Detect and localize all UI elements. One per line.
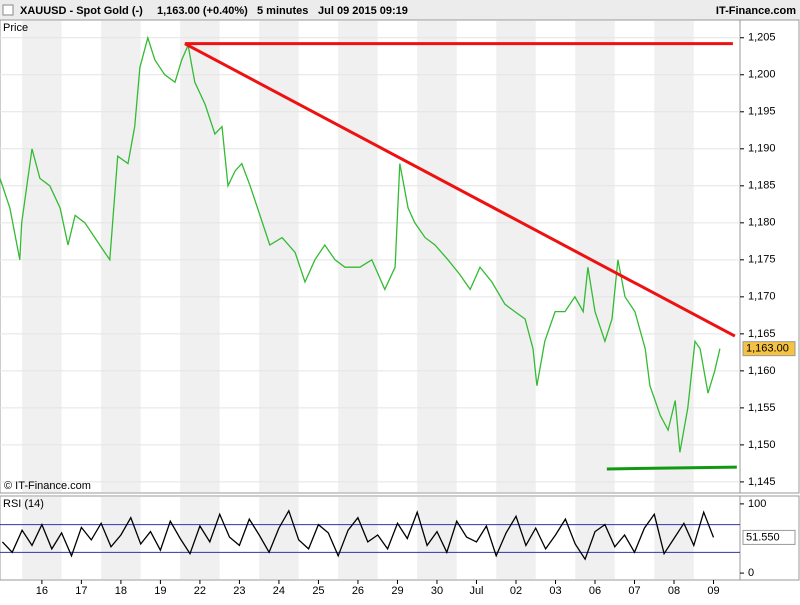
datetime: Jul 09 2015 09:19: [318, 5, 408, 17]
interval: 5 minutes: [257, 5, 308, 17]
brand: IT-Finance.com: [716, 5, 796, 17]
panel-title: Price: [3, 22, 28, 34]
y-tick-label: 1,165: [748, 328, 776, 340]
x-tick-label: 02: [510, 585, 522, 597]
header-bar: [0, 0, 800, 20]
x-tick-label: 17: [75, 585, 87, 597]
last-value-box: [742, 529, 796, 545]
day-stripe: [338, 497, 378, 579]
day-stripe: [575, 497, 615, 579]
x-tick-label: 06: [589, 585, 601, 597]
y-tick-label: 1,150: [748, 439, 776, 451]
day-stripe: [496, 497, 536, 579]
day-stripe: [338, 21, 378, 492]
y-tick-label: 1,175: [748, 254, 776, 266]
x-tick-label: 30: [431, 585, 443, 597]
y-tick-label: 1,155: [748, 402, 776, 414]
x-tick-label: 22: [194, 585, 206, 597]
y-tick-label: 1,200: [748, 69, 776, 81]
day-stripe: [417, 21, 457, 492]
y-tick-label: 0: [748, 567, 754, 579]
x-tick-label: 07: [628, 585, 640, 597]
x-tick-label: Jul: [469, 585, 483, 597]
trend-line: [184, 42, 736, 338]
x-tick-label: 19: [154, 585, 166, 597]
x-tick-label: 09: [707, 585, 719, 597]
day-stripe: [575, 21, 615, 492]
y-tick-label: 1,160: [748, 365, 776, 377]
x-tick-label: 29: [391, 585, 403, 597]
y-tick-label: 1,195: [748, 106, 776, 118]
last-value-label: 1,163.00: [746, 343, 789, 355]
plots: 1,145 1,150 1,155 1,160 1,165 1,170 1,175 1,180…: [0, 19, 800, 597]
y-tick-label: 1,185: [748, 180, 776, 192]
menu-icon[interactable]: [2, 4, 14, 16]
y-tick-label: 1,190: [748, 143, 776, 155]
day-stripe: [654, 21, 694, 492]
day-stripe: [259, 21, 299, 492]
last-value-label: 51.550: [746, 531, 780, 543]
last-value-box: [742, 341, 796, 357]
day-stripe: [22, 497, 62, 579]
y-tick-label: 1,170: [748, 291, 776, 303]
y-tick-label: 100: [748, 498, 766, 510]
y-tick-label: 1,145: [748, 476, 776, 488]
x-tick-label: 03: [549, 585, 561, 597]
trend-line: [606, 465, 737, 471]
x-tick-label: 26: [352, 585, 364, 597]
axis-area: [739, 19, 800, 494]
day-stripe: [180, 497, 220, 579]
quote: 1,163.00 (+0.40%): [157, 5, 248, 17]
day-stripe: [22, 21, 62, 492]
watermark: © IT-Finance.com: [4, 480, 91, 492]
x-tick-label: 23: [233, 585, 245, 597]
symbol: XAUUSD - Spot Gold (-): [20, 5, 143, 17]
x-tick-label: 16: [36, 585, 48, 597]
x-tick-label: 24: [273, 585, 285, 597]
series-line: [0, 35, 721, 453]
x-tick-label: 18: [115, 585, 127, 597]
y-tick-label: 1,180: [748, 217, 776, 229]
day-stripe: [496, 21, 536, 492]
x-tick-label: 08: [668, 585, 680, 597]
day-stripe: [180, 21, 220, 492]
day-stripe: [259, 497, 299, 579]
x-tick-label: 25: [312, 585, 324, 597]
y-tick-label: 1,205: [748, 32, 776, 44]
series-line: [1, 509, 715, 561]
day-stripe: [417, 497, 457, 579]
panel-title: RSI (14): [3, 498, 44, 510]
